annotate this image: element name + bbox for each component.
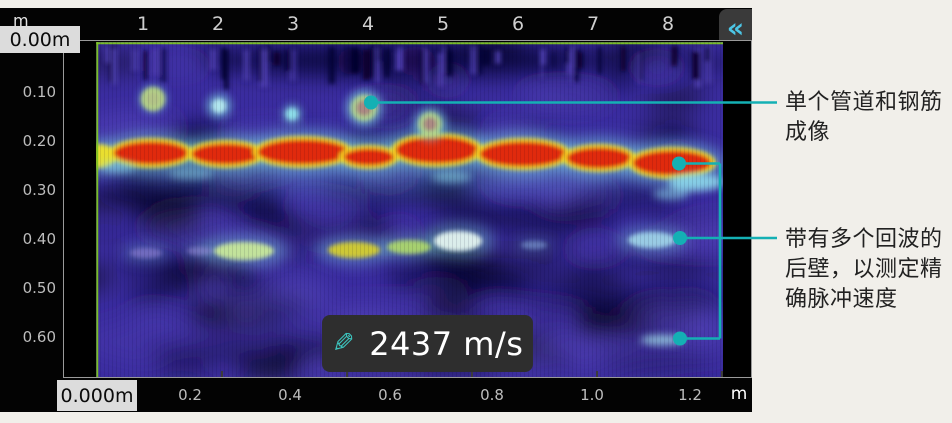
- marker-number: 1: [136, 13, 150, 35]
- minor-tick: [221, 371, 223, 377]
- depth-tick-label: 0.30: [22, 181, 56, 199]
- depth-tick-label: 0.10: [22, 83, 56, 101]
- marker-number: 5: [436, 13, 450, 35]
- pencil-icon: ✎: [331, 328, 355, 359]
- minor-tick: [596, 371, 598, 377]
- annotation-backwall: 带有多个回波的 后壁，以测定精 确脉冲速度: [785, 227, 943, 312]
- distance-tick-label: 0.4: [278, 386, 302, 404]
- marker-number: 4: [361, 13, 375, 35]
- gpr-scan-panel: m 1 2 3 4 5 6 7 8 « 0.00m 0.10 0.20 0.30 0.40 0.50 0…: [0, 8, 752, 412]
- marker-number: 7: [586, 13, 600, 35]
- distance-tick-label: 0.2: [178, 386, 202, 404]
- depth-origin-label: 0.00m: [0, 26, 80, 53]
- distance-axis-unit: m: [730, 384, 748, 404]
- minor-tick: [471, 371, 473, 377]
- annotation-pipes-rebar: 单个管道和钢筋 成像: [785, 90, 943, 145]
- depth-tick-label: 0.50: [22, 279, 56, 297]
- distance-origin-label: 0.000m: [57, 380, 137, 411]
- distance-tick-label: 1.0: [580, 386, 604, 404]
- distance-tick-label: 1.2: [678, 386, 702, 404]
- distance-tick-label: 0.8: [480, 386, 504, 404]
- minor-tick: [721, 371, 723, 377]
- vertical-axis-unit: m: [13, 11, 29, 30]
- marker-number: 6: [511, 13, 525, 35]
- depth-tick-label: 0.20: [22, 132, 56, 150]
- minor-tick: [346, 371, 348, 377]
- marker-number: 8: [661, 13, 675, 35]
- double-chevron-left-icon: «: [726, 12, 745, 44]
- marker-number: 2: [211, 13, 225, 35]
- velocity-readout[interactable]: ✎ 2437 m/s: [322, 315, 533, 372]
- depth-tick-label: 0.60: [22, 328, 56, 346]
- velocity-value: 2437 m/s: [369, 324, 524, 363]
- distance-tick-label: 0.6: [378, 386, 402, 404]
- depth-tick-label: 0.40: [22, 230, 56, 248]
- marker-number: 3: [286, 13, 300, 35]
